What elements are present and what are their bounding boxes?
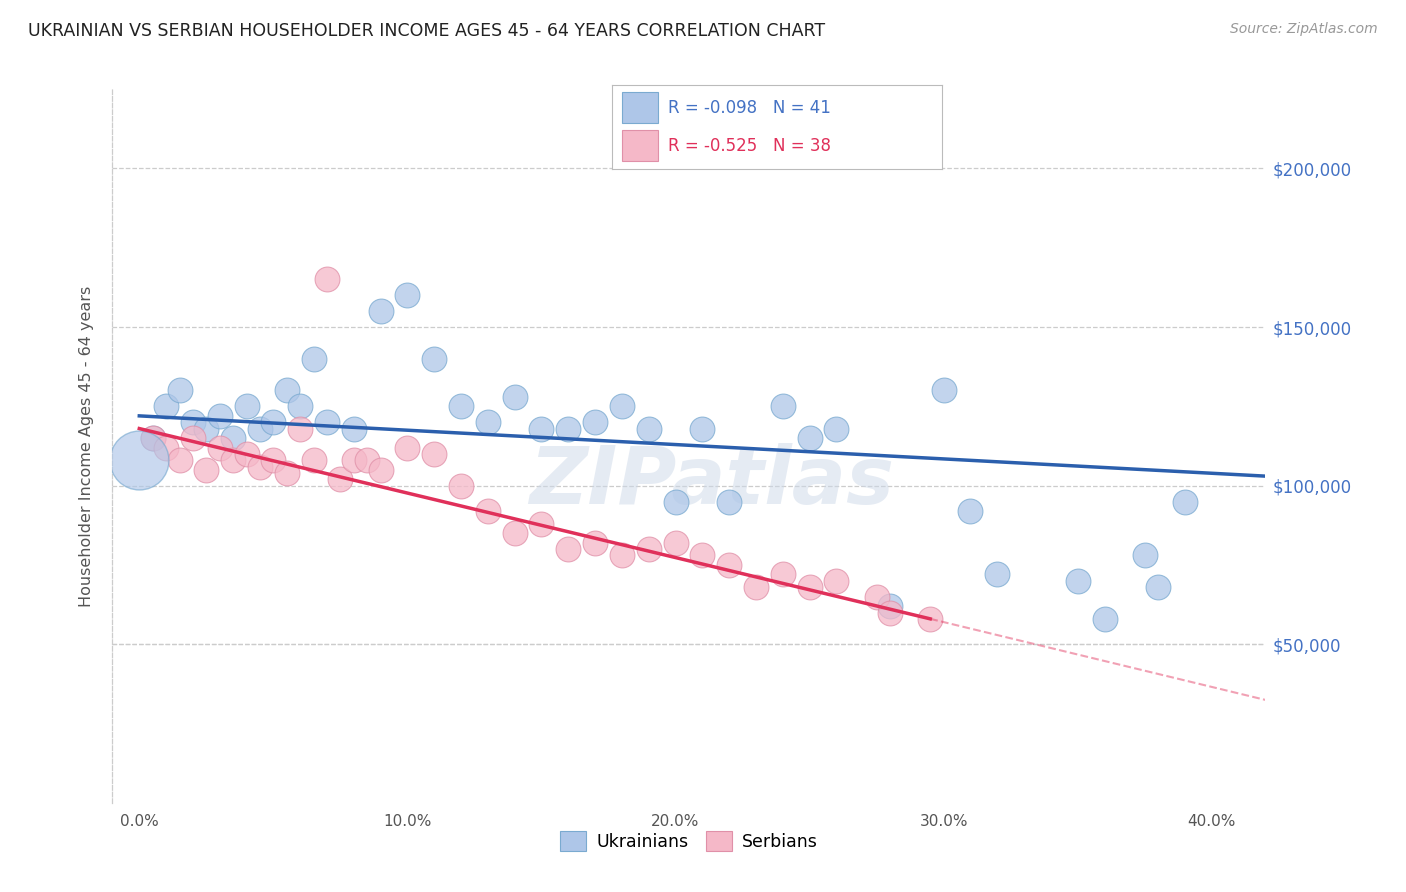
- Point: [235, 447, 257, 461]
- Point: [396, 441, 419, 455]
- Point: [276, 384, 298, 398]
- Point: [423, 351, 446, 366]
- Point: [356, 453, 378, 467]
- Point: [825, 421, 848, 435]
- Point: [128, 453, 150, 467]
- Point: [288, 421, 311, 435]
- Point: [799, 431, 821, 445]
- Point: [1094, 612, 1116, 626]
- Point: [155, 441, 177, 455]
- Point: [181, 415, 204, 429]
- Point: [610, 400, 633, 414]
- Point: [235, 400, 257, 414]
- Text: UKRAINIAN VS SERBIAN HOUSEHOLDER INCOME AGES 45 - 64 YEARS CORRELATION CHART: UKRAINIAN VS SERBIAN HOUSEHOLDER INCOME …: [28, 22, 825, 40]
- Point: [503, 526, 526, 541]
- Point: [142, 431, 165, 445]
- Point: [799, 580, 821, 594]
- Point: [195, 421, 218, 435]
- Point: [195, 463, 218, 477]
- Point: [664, 535, 686, 549]
- Point: [530, 421, 553, 435]
- Point: [879, 606, 901, 620]
- Point: [583, 535, 606, 549]
- Point: [222, 431, 245, 445]
- Point: [610, 549, 633, 563]
- Point: [865, 590, 887, 604]
- Point: [288, 400, 311, 414]
- Point: [450, 478, 472, 492]
- Point: [423, 447, 446, 461]
- Point: [664, 494, 686, 508]
- Point: [1147, 580, 1170, 594]
- Point: [370, 463, 392, 477]
- Point: [637, 542, 659, 557]
- Point: [249, 459, 271, 474]
- Point: [169, 384, 191, 398]
- Point: [530, 516, 553, 531]
- Point: [208, 441, 231, 455]
- Point: [1174, 494, 1197, 508]
- Point: [155, 400, 177, 414]
- Point: [249, 421, 271, 435]
- Point: [222, 453, 245, 467]
- Point: [932, 384, 955, 398]
- Point: [557, 542, 579, 557]
- Point: [142, 431, 165, 445]
- Point: [637, 421, 659, 435]
- Point: [169, 453, 191, 467]
- Point: [208, 409, 231, 423]
- Point: [1067, 574, 1090, 588]
- Point: [343, 421, 366, 435]
- Text: R = -0.098   N = 41: R = -0.098 N = 41: [668, 99, 831, 117]
- Point: [181, 431, 204, 445]
- Point: [450, 400, 472, 414]
- Point: [262, 453, 284, 467]
- Point: [772, 400, 794, 414]
- Point: [1133, 549, 1156, 563]
- Point: [316, 415, 339, 429]
- Point: [396, 288, 419, 302]
- Point: [370, 304, 392, 318]
- Point: [477, 504, 499, 518]
- Point: [557, 421, 579, 435]
- Point: [316, 272, 339, 286]
- Text: ZIPatlas: ZIPatlas: [530, 442, 894, 521]
- Point: [772, 567, 794, 582]
- Point: [583, 415, 606, 429]
- Point: [718, 558, 741, 572]
- Point: [745, 580, 768, 594]
- Point: [503, 390, 526, 404]
- Bar: [621, 130, 658, 161]
- Point: [262, 415, 284, 429]
- Legend: Ukrainians, Serbians: Ukrainians, Serbians: [553, 824, 825, 858]
- Point: [825, 574, 848, 588]
- Point: [276, 466, 298, 480]
- Point: [302, 453, 325, 467]
- Point: [986, 567, 1008, 582]
- Point: [692, 421, 714, 435]
- Point: [959, 504, 981, 518]
- Point: [477, 415, 499, 429]
- Text: Source: ZipAtlas.com: Source: ZipAtlas.com: [1230, 22, 1378, 37]
- Point: [920, 612, 942, 626]
- Point: [329, 472, 352, 486]
- Point: [302, 351, 325, 366]
- Bar: [621, 93, 658, 123]
- Point: [343, 453, 366, 467]
- Point: [718, 494, 741, 508]
- Point: [879, 599, 901, 614]
- Text: R = -0.525   N = 38: R = -0.525 N = 38: [668, 136, 831, 154]
- Y-axis label: Householder Income Ages 45 - 64 years: Householder Income Ages 45 - 64 years: [79, 285, 94, 607]
- Point: [692, 549, 714, 563]
